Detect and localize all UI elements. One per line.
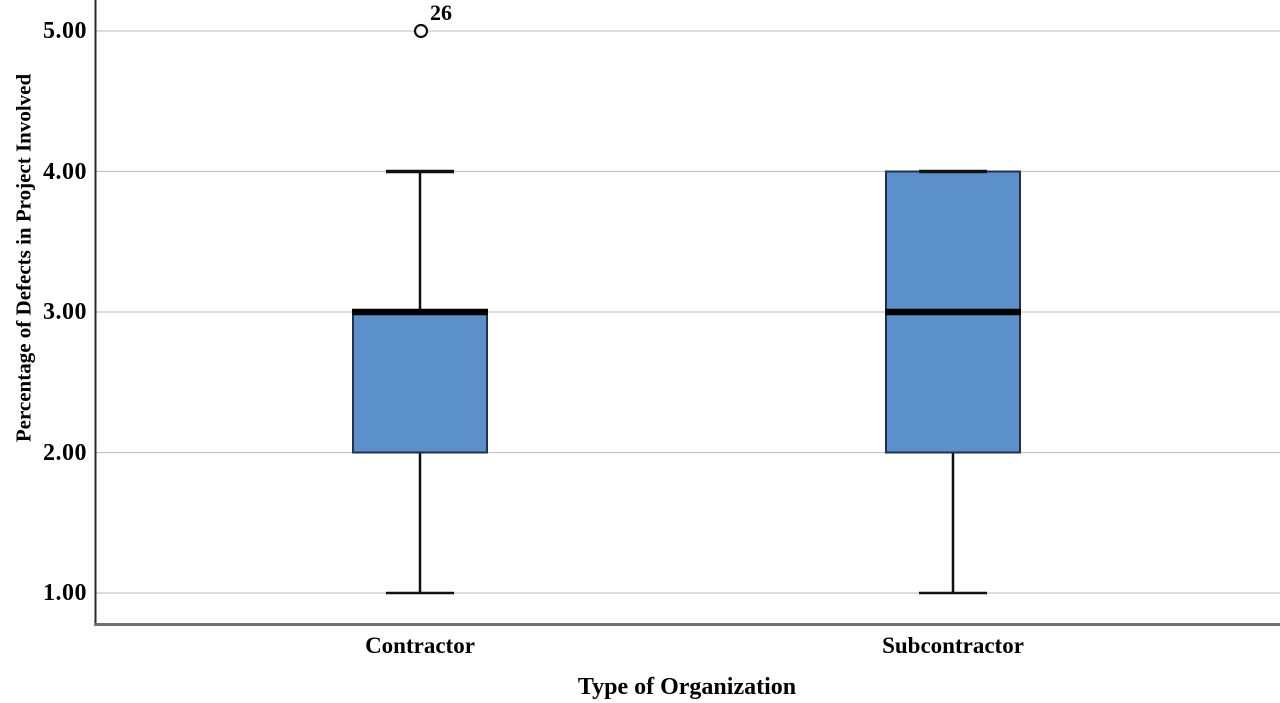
y-axis-title: Percentage of Defects in Project Involve… [11, 73, 36, 443]
y-tick-label-1.00: 1.00 [43, 580, 87, 606]
outlier-label: 26 [430, 0, 452, 25]
x-category-label-subcontractor: Subcontractor [882, 633, 1024, 658]
y-tick-label-2.00: 2.00 [43, 439, 87, 466]
y-axis-title-wrap: Percentage of Defects in Project Involve… [4, 74, 44, 442]
y-tick-label-5.00: 5.00 [43, 18, 87, 44]
y-tick-label-4.00: 4.00 [43, 158, 87, 185]
x-category-label-contractor: Contractor [365, 633, 475, 658]
y-tick-label-3.00: 3.00 [43, 299, 87, 325]
outlier-point-contractor [413, 23, 429, 39]
x-axis-title: Type of Organization [577, 674, 797, 700]
box-contractor [352, 311, 488, 454]
